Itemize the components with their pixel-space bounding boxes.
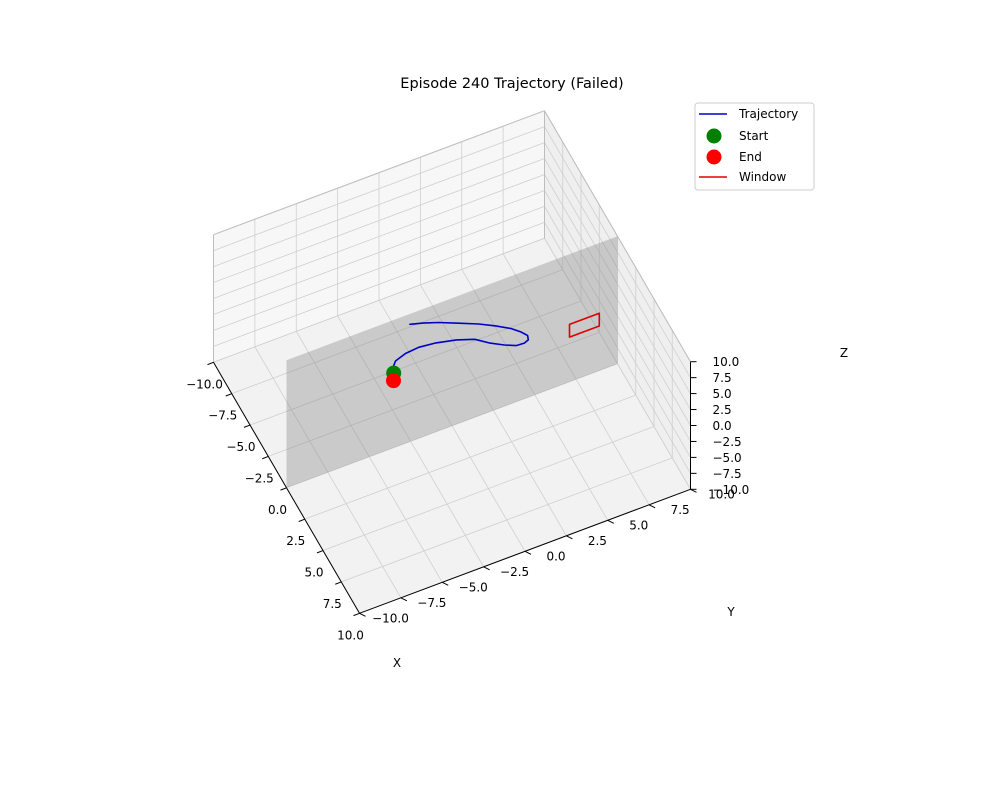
y-tick [607, 519, 614, 524]
y-tick [566, 535, 573, 540]
y-tick [442, 581, 449, 586]
x-tick-label: 2.5 [286, 534, 305, 548]
legend-frame [694, 102, 815, 191]
grid-line-floor-y [461, 269, 609, 521]
y-tick [524, 550, 532, 555]
grid-line-back-z [544, 142, 691, 394]
y-tick-label: 2.5 [588, 534, 607, 548]
legend-label-end: End [739, 150, 762, 164]
chart-title: Episode 240 Trajectory (Failed) [400, 76, 623, 92]
tick-labels: −10.0−10.0−10.0−7.5−7.5−7.5−5.0−5.0−5.0−… [186, 355, 749, 642]
z-tick-label: 0.0 [713, 419, 732, 433]
x-tick [353, 612, 360, 617]
legend: Trajectory Start End Window [694, 102, 815, 191]
y-tick-label: 10.0 [708, 487, 735, 501]
legend-label-trajectory: Trajectory [738, 107, 798, 121]
x-tick [316, 550, 324, 554]
wall-plane [286, 236, 618, 488]
grid-line-back-z [544, 174, 691, 426]
y-tick [359, 612, 366, 617]
z-tick-label: −7.5 [713, 467, 742, 481]
x-tick [262, 455, 269, 460]
y-axis-label: Y [726, 605, 735, 619]
data-series [385, 312, 601, 389]
x-tick-label: −10.0 [186, 377, 223, 391]
x-tick-label: 5.0 [304, 566, 323, 580]
series-line-window [568, 312, 601, 338]
legend-label-start: Start [739, 129, 769, 143]
x-tick [280, 487, 287, 491]
series-marker-end [385, 373, 401, 389]
pane-edge-left-top [213, 110, 545, 236]
grid-line-back-z [544, 158, 691, 410]
legend-label-window: Window [739, 170, 787, 184]
z-tick-label: 5.0 [713, 387, 732, 401]
x-tick [225, 393, 232, 397]
y-tick-label: 7.5 [671, 503, 690, 517]
x-tick [298, 518, 305, 522]
grid-line-left-z [213, 126, 545, 252]
y-tick [648, 504, 656, 509]
z-tick-label: 2.5 [713, 403, 732, 417]
series-line-trajectory [392, 321, 530, 382]
z-axis-label: Z [840, 346, 848, 360]
y-tick-label: −7.5 [417, 596, 446, 610]
grid-line-back-z [544, 126, 691, 378]
x-tick [335, 581, 342, 585]
grid-line-floor-x [341, 457, 673, 583]
y-tick [483, 566, 490, 571]
legend-swatch-start [706, 128, 722, 144]
x-axis-label: X [393, 656, 401, 670]
z-tick-label: 7.5 [713, 371, 732, 385]
grid-line-floor-x [304, 394, 636, 520]
grid-line-left-z [213, 158, 545, 283]
grid-line-floor-y [378, 300, 526, 552]
x-tick [207, 361, 214, 366]
tick-marks [207, 361, 697, 617]
grid-line-left-z [213, 142, 545, 267]
x-tick-label: 10.0 [337, 628, 364, 642]
x-tick [243, 424, 251, 428]
z-tick-label: 10.0 [713, 355, 740, 369]
y-tick-label: −2.5 [500, 565, 529, 579]
y-tick [400, 597, 408, 602]
z-tick-label: −10.0 [713, 483, 750, 497]
grid-line-floor-x [322, 426, 655, 551]
pane-edge-back-top [544, 110, 691, 362]
y-tick-label: 0.0 [546, 549, 565, 563]
grid-line-floor-y [544, 238, 691, 490]
x-tick-label: −5.0 [226, 440, 255, 454]
grid-line-floor-y [502, 253, 650, 506]
x-tick-label: −7.5 [208, 409, 237, 423]
wall-plane-surface [286, 236, 618, 488]
legend-swatch-end [706, 149, 722, 165]
y-tick-label: 5.0 [629, 518, 648, 532]
x-tick-label: 7.5 [323, 597, 342, 611]
grid-line-left-z [213, 174, 545, 299]
x-tick-label: −2.5 [245, 471, 274, 485]
y-tick-label: −5.0 [459, 580, 488, 594]
z-tick-label: −5.0 [713, 451, 742, 465]
y-tick-label: −10.0 [372, 611, 409, 625]
z-tick-label: −2.5 [713, 435, 742, 449]
grid-line-floor-y [420, 284, 567, 537]
y-tick [690, 488, 697, 493]
x-tick-label: 0.0 [268, 503, 287, 517]
